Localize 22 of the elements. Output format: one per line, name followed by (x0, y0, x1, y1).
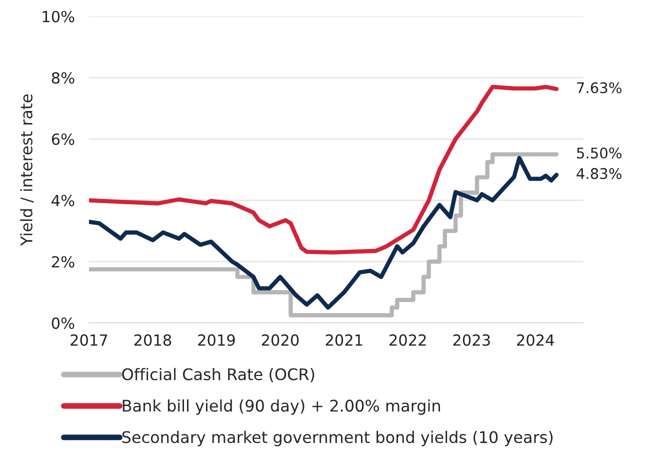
y-tick-label: 4% (52, 194, 74, 206)
legend-label: Official Cash Rate (OCR) (122, 368, 314, 382)
y-tick-label: 10% (42, 10, 74, 22)
y-tick-label: 2% (52, 256, 74, 268)
x-tick-label: 2024 (517, 334, 554, 346)
legend-label: Secondary market government bond yields (10 years) (122, 430, 553, 446)
x-tick-label: 2023 (453, 334, 490, 346)
annotation: 4.83% (576, 168, 622, 180)
x-tick-label: 2021 (326, 334, 362, 346)
x-tick-label: 2019 (198, 334, 235, 346)
line-series (88, 84, 559, 254)
y-tick-label: 6% (52, 133, 74, 146)
legend-label: Bank bill yield (90 day) + 2.00% margin (122, 399, 440, 415)
x-tick-label: 2022 (390, 334, 426, 346)
x-tick-label: 2017 (70, 334, 108, 346)
y-tick-label: 0% (52, 317, 74, 329)
x-tick-label: 2018 (134, 334, 172, 346)
y-tick-label: 8% (52, 72, 74, 84)
annotation: 5.50% (577, 148, 622, 159)
y-axis-title: Yield / interest rate (20, 94, 34, 246)
annotation: 7.63% (577, 82, 622, 94)
x-tick-label: 2020 (262, 334, 299, 346)
